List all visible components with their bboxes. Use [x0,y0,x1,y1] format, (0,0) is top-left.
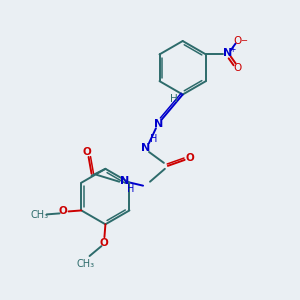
Text: O: O [185,153,194,163]
Text: CH₃: CH₃ [76,259,95,269]
Text: O: O [82,147,91,157]
Text: −: − [240,36,247,45]
Text: O: O [99,238,108,248]
Text: H: H [170,94,178,104]
Text: N: N [141,143,151,153]
Text: N: N [223,48,232,59]
Text: CH₃: CH₃ [31,210,49,220]
Text: +: + [230,45,236,54]
Text: H: H [128,184,135,194]
Text: O: O [233,35,242,46]
Text: N: N [120,176,129,186]
Text: N: N [154,119,164,129]
Text: O: O [233,63,242,73]
Text: O: O [58,206,67,216]
Text: H: H [150,134,158,144]
